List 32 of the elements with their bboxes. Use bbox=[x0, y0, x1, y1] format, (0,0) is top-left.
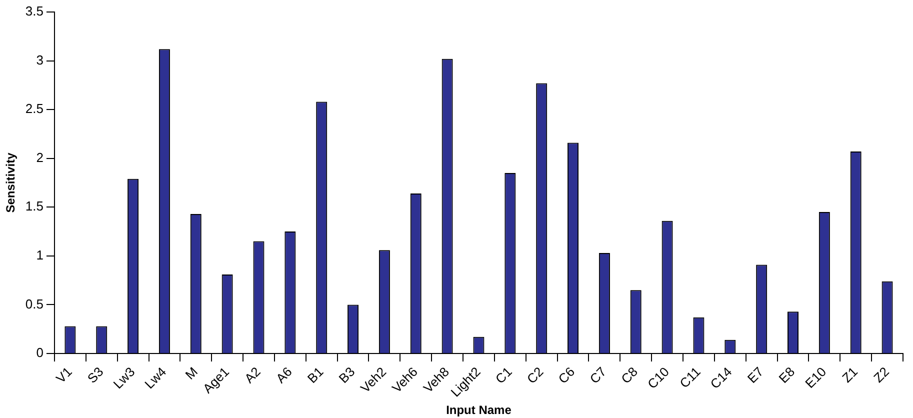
y-tick-label: 1 bbox=[36, 248, 44, 263]
x-tick-label: Z1 bbox=[839, 364, 861, 386]
x-tick-label: C6 bbox=[555, 364, 578, 386]
y-tick-label: 2.5 bbox=[25, 101, 44, 116]
x-tick-label: B1 bbox=[304, 364, 326, 386]
x-tick-label: E7 bbox=[744, 364, 766, 386]
x-axis-title: Input Name bbox=[446, 403, 512, 418]
x-tick-label: Lw3 bbox=[110, 364, 138, 392]
x-tick-label: C2 bbox=[524, 364, 546, 386]
x-tick-label: B3 bbox=[336, 364, 358, 386]
x-tick-label: C8 bbox=[618, 364, 641, 386]
x-tick-label: M bbox=[182, 364, 201, 382]
x-tick-label: C11 bbox=[676, 364, 704, 391]
x-tick-label: C1 bbox=[492, 364, 515, 386]
y-tick-label: 0 bbox=[36, 345, 44, 360]
x-tick-label: Z2 bbox=[870, 364, 892, 386]
x-tick-label: S3 bbox=[84, 364, 106, 386]
x-tick-label: C7 bbox=[586, 364, 610, 386]
x-tick-label: C10 bbox=[644, 364, 672, 392]
x-tick-label: V1 bbox=[52, 364, 75, 386]
x-tick-label: Lw4 bbox=[142, 364, 170, 392]
x-tick-label: A6 bbox=[272, 364, 295, 386]
x-tick-label: E8 bbox=[776, 364, 798, 386]
y-tick-label: 3 bbox=[36, 52, 44, 68]
x-tick-label: E10 bbox=[802, 364, 830, 392]
x-tick-label: C14 bbox=[707, 364, 735, 392]
y-axis-title: Sensitivity bbox=[4, 152, 18, 213]
y-tick-label: 2 bbox=[36, 150, 44, 165]
y-tick-label: 3.5 bbox=[25, 4, 44, 19]
y-tick-label: 0.5 bbox=[25, 296, 44, 312]
y-tick-label: 1.5 bbox=[25, 198, 44, 214]
x-tick-label: A2 bbox=[242, 364, 264, 386]
